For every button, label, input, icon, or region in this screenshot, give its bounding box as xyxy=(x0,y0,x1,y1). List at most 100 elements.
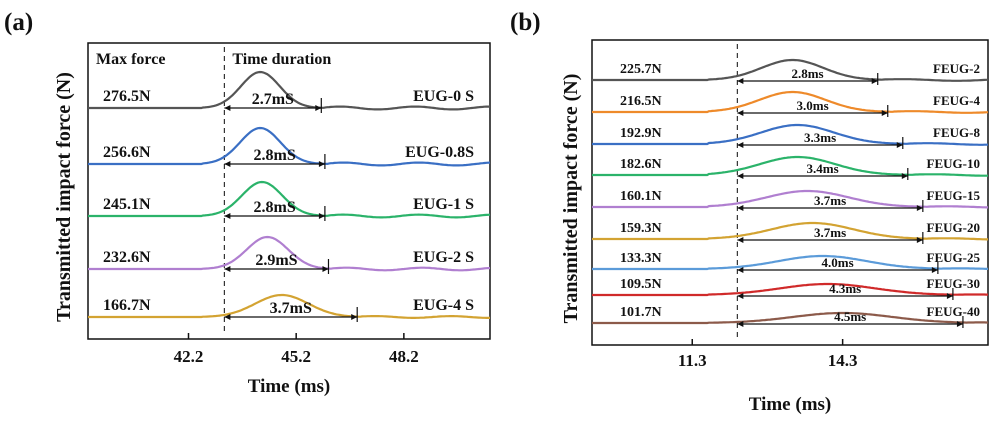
arrow-head xyxy=(224,105,231,111)
series-feug-4: 3.0ms 216.5N FEUG-4 xyxy=(592,90,989,117)
chart-panel-a: (a) Transmitted impact force (N) Time (ms)… xyxy=(4,9,491,397)
chart-panel-b: (b) Transmitted impact force (N) Time (ms)… xyxy=(510,9,989,415)
arrow-head xyxy=(871,78,878,84)
series-eug-0-s: 2.7mS 276.5N EUG-0 S xyxy=(88,70,490,113)
series-name-label: FEUG-10 xyxy=(927,156,980,171)
series-feug-25: 4.0ms 133.3N FEUG-25 xyxy=(592,250,988,274)
max-force-label: 225.7N xyxy=(620,62,662,77)
arrow-head xyxy=(901,173,908,179)
arrow-head xyxy=(737,110,744,116)
series-line xyxy=(88,180,491,219)
series-eug-4-s: 3.7mS 166.7N EUG-4 S xyxy=(88,293,490,322)
duration-label: 3.7ms xyxy=(814,225,846,240)
series-line xyxy=(592,282,988,297)
arrow-head xyxy=(224,213,231,219)
arrow-head xyxy=(946,293,953,299)
y-axis-label: Transmitted impact force (N) xyxy=(560,74,582,324)
arrow-head xyxy=(956,321,963,327)
x-axis-label: Time (ms) xyxy=(248,376,331,397)
panel-label: (a) xyxy=(4,9,33,36)
series-name-label: FEUG-40 xyxy=(927,304,980,319)
series-line xyxy=(592,123,988,146)
duration-label: 2.8mS xyxy=(254,147,296,164)
x-tick-label: 42.2 xyxy=(174,347,204,366)
arrow-head xyxy=(916,205,923,211)
duration-label: 3.4ms xyxy=(807,161,839,176)
header-time-duration: Time duration xyxy=(232,51,331,68)
max-force-label: 182.6N xyxy=(620,157,662,172)
series-name-label: EUG-0 S xyxy=(413,88,474,105)
series-name-label: FEUG-2 xyxy=(933,61,980,76)
series-line xyxy=(88,126,491,167)
arrow-head xyxy=(318,213,325,219)
arrow-head xyxy=(351,314,358,320)
arrow-head xyxy=(737,267,744,273)
header-max-force: Max force xyxy=(96,51,165,68)
max-force-label: 160.1N xyxy=(620,189,662,204)
series-name-label: FEUG-8 xyxy=(933,125,980,140)
arrow-head xyxy=(315,105,322,111)
duration-label: 3.7ms xyxy=(814,193,846,208)
series-name-label: EUG-2 S xyxy=(413,249,474,266)
arrow-head xyxy=(737,321,744,327)
max-force-label: 101.7N xyxy=(620,305,662,320)
max-force-label: 245.1N xyxy=(103,196,151,213)
max-force-label: 166.7N xyxy=(103,297,151,314)
duration-label: 3.3ms xyxy=(804,130,836,145)
max-force-label: 159.3N xyxy=(620,221,662,236)
series-name-label: FEUG-30 xyxy=(927,276,980,291)
y-axis-label: Transmitted impact force (N) xyxy=(53,72,75,322)
series-eug-2-s: 2.9mS 232.6N EUG-2 S xyxy=(88,235,491,274)
arrow-head xyxy=(737,173,744,179)
duration-label: 2.7mS xyxy=(252,91,294,108)
x-tick-label: 48.2 xyxy=(389,347,419,366)
series-line xyxy=(592,254,988,271)
x-tick-label: 11.3 xyxy=(678,351,707,370)
x-tick-label: 45.2 xyxy=(281,347,311,366)
series-feug-15: 3.7ms 160.1N FEUG-15 xyxy=(592,188,988,212)
series-feug-20: 3.7ms 159.3N FEUG-20 xyxy=(592,220,988,244)
series-feug-2: 2.8ms 225.7N FEUG-2 xyxy=(592,58,988,85)
duration-label: 4.3ms xyxy=(829,281,861,296)
series-name-label: EUG-1 S xyxy=(413,196,474,213)
arrow-head xyxy=(318,161,325,167)
arrow-head xyxy=(224,161,231,167)
max-force-label: 232.6N xyxy=(103,249,151,266)
arrow-head xyxy=(931,267,938,273)
series-name-label: FEUG-25 xyxy=(927,250,981,265)
duration-label: 2.8ms xyxy=(791,66,823,81)
arrow-head xyxy=(916,237,923,243)
x-axis-label: Time (ms) xyxy=(749,394,832,415)
duration-label: 4.5ms xyxy=(834,309,866,324)
arrow-head xyxy=(224,314,231,320)
series-line xyxy=(88,293,490,319)
plot-frame xyxy=(591,39,989,346)
arrow-head xyxy=(322,266,329,272)
arrow-head xyxy=(881,110,888,116)
arrow-head xyxy=(737,293,744,299)
arrow-head xyxy=(896,142,903,148)
series-name-label: EUG-0.8S xyxy=(405,144,474,161)
duration-label: 3.0ms xyxy=(796,98,828,113)
series-line xyxy=(592,90,989,114)
max-force-label: 109.5N xyxy=(620,277,662,292)
series-eug-1-s: 2.8mS 245.1N EUG-1 S xyxy=(88,180,491,221)
series-line xyxy=(592,155,988,177)
arrow-head xyxy=(737,205,744,211)
series-feug-10: 3.4ms 182.6N FEUG-10 xyxy=(592,155,988,180)
arrow-head xyxy=(224,266,231,272)
series-line xyxy=(592,221,988,241)
series-line xyxy=(592,189,988,209)
series-name-label: FEUG-20 xyxy=(927,220,980,235)
series-feug-8: 3.3ms 192.9N FEUG-8 xyxy=(592,123,988,149)
series-name-label: FEUG-15 xyxy=(927,188,981,203)
series-feug-30: 4.3ms 109.5N FEUG-30 xyxy=(592,276,988,300)
max-force-label: 133.3N xyxy=(620,251,662,266)
duration-label: 4.0ms xyxy=(822,255,854,270)
duration-label: 2.9mS xyxy=(255,252,297,269)
series-name-label: EUG-4 S xyxy=(413,297,474,314)
plot-frame xyxy=(87,42,491,340)
arrow-head xyxy=(737,237,744,243)
